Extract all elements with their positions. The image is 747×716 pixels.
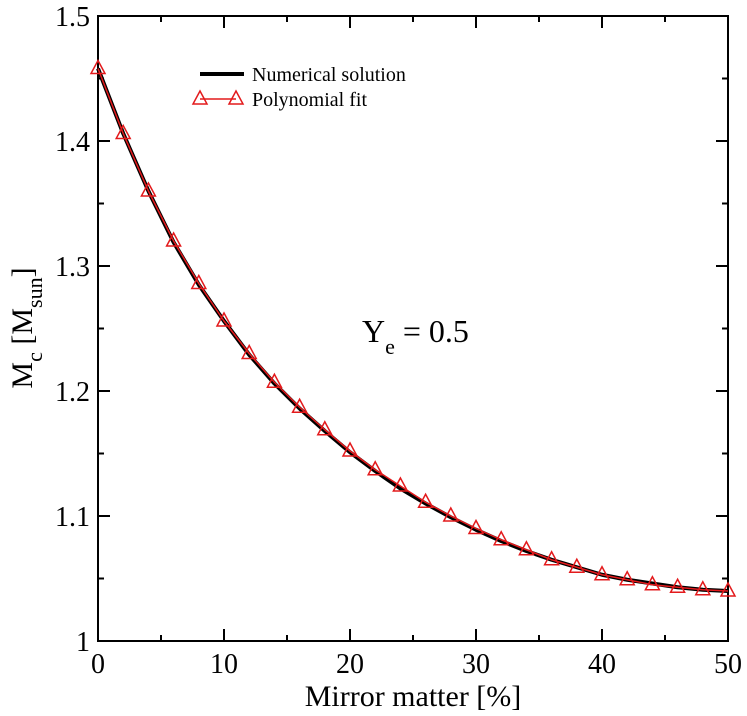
polynomial-fit-point bbox=[543, 550, 560, 566]
ye-annotation-main: Y bbox=[362, 313, 385, 349]
ye-annotation-sub: e bbox=[385, 334, 395, 359]
x-tick-label: 10 bbox=[210, 649, 238, 680]
polynomial-fit-point bbox=[114, 123, 132, 140]
y-tick-label: 1.2 bbox=[55, 377, 90, 408]
polynomial-fit-point bbox=[694, 580, 712, 596]
polynomial-fit-point bbox=[366, 460, 384, 476]
y-axis-title-sub: c bbox=[22, 352, 47, 362]
polynomial-fit-point bbox=[316, 420, 334, 436]
polynomial-fit-point bbox=[467, 518, 485, 535]
polynomial-fit-point bbox=[392, 476, 409, 492]
polynomial-fit-point bbox=[240, 343, 258, 360]
y-tick-label: 1.3 bbox=[55, 252, 90, 283]
y-tick-label: 1.4 bbox=[55, 127, 90, 158]
x-tick-label: 30 bbox=[462, 649, 490, 680]
x-tick-label: 50 bbox=[714, 649, 742, 680]
polynomial-fit-point bbox=[593, 565, 611, 581]
axis-ticks bbox=[97, 15, 729, 642]
polynomial-fit-point bbox=[719, 581, 737, 597]
polynomial-fit-point bbox=[644, 575, 661, 591]
y-tick-label: 1.1 bbox=[55, 502, 90, 533]
y-axis-title-bracket-open: [M bbox=[6, 308, 39, 352]
polynomial-fit-point bbox=[442, 506, 460, 522]
y-tick-label: 1.5 bbox=[55, 2, 90, 33]
y-axis-title-main: M bbox=[6, 362, 39, 389]
polynomial-fit-point bbox=[291, 397, 308, 413]
x-tick-label: 40 bbox=[588, 649, 616, 680]
polynomial-fit-point bbox=[518, 540, 535, 556]
x-axis-title: Mirror matter [%] bbox=[305, 680, 522, 713]
polynomial-fit-point bbox=[266, 372, 283, 388]
polynomial-fit-point bbox=[618, 570, 636, 586]
y-axis-title-unit-sub: sun bbox=[22, 277, 47, 308]
polynomial-fit-point bbox=[492, 530, 510, 546]
y-axis-title: Mc [Msun] bbox=[6, 267, 47, 388]
legend-marker-polynomial-left bbox=[191, 89, 209, 105]
polynomial-fit-point bbox=[341, 441, 359, 457]
polynomial-fit-point bbox=[568, 557, 586, 573]
x-tick-label: 20 bbox=[336, 649, 364, 680]
legend: Numerical solution Polynomial fit bbox=[191, 64, 406, 111]
polynomial-fit-point bbox=[669, 577, 686, 593]
legend-label-polynomial: Polynomial fit bbox=[252, 89, 367, 111]
polynomial-fit-point bbox=[89, 58, 107, 75]
polynomial-fit-point bbox=[165, 231, 182, 247]
polynomial-fit-point bbox=[417, 492, 434, 508]
polynomial-fit-point bbox=[190, 273, 208, 290]
legend-label-numerical: Numerical solution bbox=[252, 64, 406, 86]
ye-annotation-rest: = 0.5 bbox=[395, 313, 469, 349]
legend-marker-polynomial-right bbox=[227, 89, 245, 105]
axis-tick-labels: 0 10 20 30 40 50 1 1.1 1.2 1.3 1.4 1.5 bbox=[55, 2, 742, 680]
y-axis-title-bracket-close: ] bbox=[6, 267, 39, 277]
polynomial-fit-point bbox=[140, 181, 157, 197]
polynomial-fit-point bbox=[215, 311, 233, 327]
y-tick-label: 1 bbox=[76, 627, 90, 658]
x-tick-label: 0 bbox=[91, 649, 105, 680]
series-layer bbox=[89, 58, 737, 597]
ye-annotation: Ye = 0.5 bbox=[362, 313, 469, 359]
